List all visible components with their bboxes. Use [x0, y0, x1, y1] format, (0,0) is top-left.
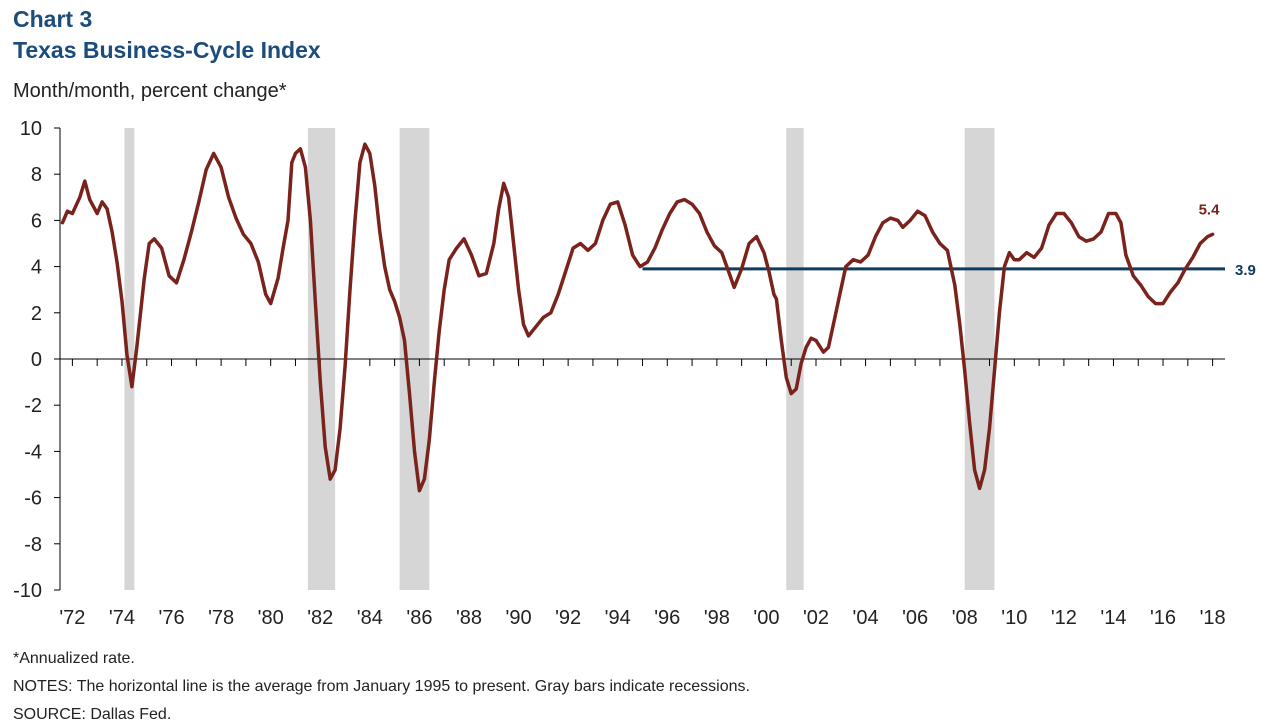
footnote-annualized: *Annualized rate. [13, 650, 135, 667]
x-tick-label: '80 [258, 607, 284, 629]
footnote-notes: NOTES: The horizontal line is the averag… [13, 678, 750, 695]
y-tick-label: 2 [31, 303, 42, 325]
x-tick-label: '94 [605, 607, 631, 629]
x-tick-label: '10 [1001, 607, 1027, 629]
x-tick-label: '84 [357, 607, 383, 629]
x-tick-label: '86 [406, 607, 432, 629]
last-value-label: 5.4 [1199, 201, 1221, 218]
x-tick-label: '78 [208, 607, 234, 629]
x-tick-label: '18 [1200, 607, 1226, 629]
x-tick-label: '14 [1100, 607, 1126, 629]
chart-number: Chart 3 [13, 6, 93, 32]
y-tick-label: 6 [31, 210, 42, 232]
y-axis-unit-label: Month/month, percent change* [13, 80, 287, 102]
chart-title: Texas Business-Cycle Index [13, 37, 321, 63]
x-tick-label: '74 [109, 607, 135, 629]
y-tick-label: 4 [31, 257, 42, 279]
footnote-source: SOURCE: Dallas Fed. [13, 706, 172, 723]
y-tick-label: -10 [13, 580, 42, 602]
x-tick-label: '98 [704, 607, 730, 629]
y-tick-label: -4 [24, 441, 42, 463]
y-tick-label: 8 [31, 164, 42, 186]
x-tick-label: '92 [555, 607, 581, 629]
x-tick-label: '06 [902, 607, 928, 629]
y-tick-label: 10 [20, 118, 42, 140]
x-tick-label: '12 [1051, 607, 1077, 629]
y-tick-label: -6 [24, 488, 42, 510]
x-tick-label: '08 [952, 607, 978, 629]
x-tick-label: '82 [307, 607, 333, 629]
x-tick-label: '72 [59, 607, 85, 629]
y-tick-label: 0 [31, 349, 42, 371]
x-tick-label: '04 [853, 607, 879, 629]
y-tick-label: -2 [24, 395, 42, 417]
chart-plot: -10 -8 -6 -4 -2 0 2 4 6 8 10 '72 '74 '76 '78 '80 '82 '84 '… [13, 118, 1256, 629]
x-tick-label: '00 [753, 607, 779, 629]
x-tick-label: '76 [159, 607, 185, 629]
x-tick-label: '96 [654, 607, 680, 629]
series-line [60, 142, 1215, 493]
y-tick-label: -8 [24, 534, 42, 556]
average-value-label: 3.9 [1235, 262, 1256, 279]
x-tick-label: '16 [1150, 607, 1176, 629]
x-tick-label: '88 [456, 607, 482, 629]
x-tick-label: '90 [506, 607, 532, 629]
x-tick-label: '02 [803, 607, 829, 629]
